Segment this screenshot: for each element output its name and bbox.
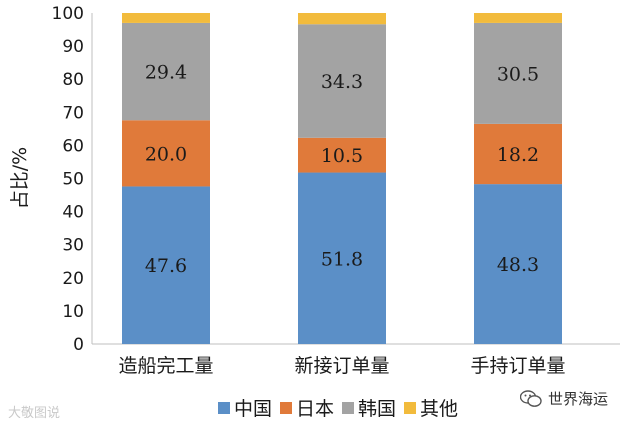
bar-segment bbox=[298, 13, 386, 25]
legend-item: 日本 bbox=[280, 394, 334, 421]
y-tick-label: 60 bbox=[62, 136, 84, 156]
data-label: 29.4 bbox=[145, 62, 187, 84]
data-label: 48.3 bbox=[497, 254, 539, 276]
watermark-right-text: 世界海运 bbox=[548, 390, 609, 408]
legend-swatch bbox=[218, 401, 230, 414]
y-tick-label: 0 bbox=[73, 335, 84, 355]
data-labels: 47.6 20.0 29.4 51.8 10.5 34.3 48.3 18.2 30.5 bbox=[145, 62, 539, 278]
y-tick-label: 100 bbox=[52, 4, 84, 24]
y-tick-label: 70 bbox=[62, 103, 84, 123]
data-label: 47.6 bbox=[145, 255, 187, 277]
bar-segment bbox=[122, 186, 210, 344]
data-label: 18.2 bbox=[497, 144, 539, 166]
watermark-left: 大敬图说 bbox=[8, 402, 60, 421]
bar-segment bbox=[122, 13, 210, 23]
bar-segment bbox=[298, 172, 386, 344]
bar-segment bbox=[298, 137, 386, 173]
category-label: 新接订单量 bbox=[294, 355, 389, 377]
legend-label: 日本 bbox=[296, 398, 335, 420]
watermark-left-text: 大敬图说 bbox=[8, 406, 61, 421]
category-label: 造船完工量 bbox=[118, 355, 213, 377]
data-label: 20.0 bbox=[145, 143, 187, 165]
y-tick-label: 90 bbox=[62, 37, 84, 57]
legend-swatch bbox=[404, 401, 417, 414]
y-tick-label: 50 bbox=[62, 170, 84, 190]
bar-segment bbox=[474, 123, 562, 185]
bar-segment bbox=[474, 13, 562, 23]
bar-segment bbox=[474, 22, 562, 124]
y-tick-label: 30 bbox=[62, 236, 84, 256]
bars bbox=[122, 13, 562, 344]
y-tick-label: 80 bbox=[62, 70, 84, 90]
legend-swatch bbox=[342, 401, 355, 414]
bar-segment bbox=[122, 22, 210, 121]
legend-swatch bbox=[280, 401, 293, 414]
category-label: 手持订单量 bbox=[470, 355, 565, 377]
legend-label: 其他 bbox=[420, 398, 459, 420]
data-label: 34.3 bbox=[321, 71, 363, 93]
legend-item: 中国 bbox=[218, 394, 272, 421]
bar-segment bbox=[122, 120, 210, 187]
y-axis-label: 占比/% bbox=[9, 147, 31, 209]
bar-segment bbox=[298, 24, 386, 138]
y-tick-label: 20 bbox=[62, 269, 84, 289]
wechat-icon bbox=[520, 389, 542, 407]
legend-item: 韩国 bbox=[342, 394, 396, 421]
legend-label: 韩国 bbox=[358, 398, 397, 420]
y-tick-label: 10 bbox=[62, 302, 84, 322]
legend-label: 中国 bbox=[234, 398, 273, 420]
y-axis: 0 10 20 30 40 50 60 70 80 90 100 bbox=[52, 4, 620, 355]
data-label: 10.5 bbox=[321, 145, 363, 167]
data-label: 51.8 bbox=[321, 248, 363, 270]
data-label: 30.5 bbox=[497, 63, 539, 85]
watermark-right: 世界海运 bbox=[520, 388, 608, 409]
legend: 中国 日本 韩国 其他 bbox=[218, 394, 466, 421]
legend-item: 其他 bbox=[404, 394, 458, 421]
y-tick-label: 40 bbox=[62, 203, 84, 223]
bar-segment bbox=[474, 184, 562, 344]
x-axis-categories: 造船完工量 新接订单量 手持订单量 bbox=[118, 355, 565, 377]
